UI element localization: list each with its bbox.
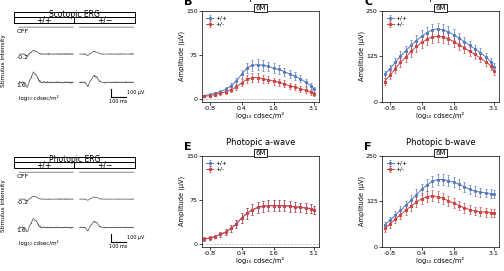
Bar	[75, 17, 135, 23]
Text: 100 ms: 100 ms	[109, 99, 128, 104]
Text: 6M: 6M	[255, 150, 266, 156]
Text: Photopic ERG: Photopic ERG	[49, 155, 100, 164]
Y-axis label: Amplitude (μV): Amplitude (μV)	[358, 176, 364, 226]
Bar	[14, 157, 135, 162]
Legend: +/+, +/-: +/+, +/-	[205, 159, 229, 174]
Legend: +/+, +/-: +/+, +/-	[385, 14, 409, 28]
Legend: +/+, +/-: +/+, +/-	[385, 159, 409, 174]
Text: -0.2: -0.2	[17, 200, 29, 205]
Text: +/−: +/−	[97, 161, 112, 170]
Text: +/+: +/+	[36, 15, 52, 25]
Y-axis label: Amplitude (μV): Amplitude (μV)	[358, 31, 364, 81]
Text: +/−: +/−	[97, 15, 112, 25]
Bar	[14, 12, 135, 17]
X-axis label: log₁₀ cdsec/m²: log₁₀ cdsec/m²	[236, 257, 284, 264]
Y-axis label: Amplitude (μV): Amplitude (μV)	[178, 31, 184, 81]
Title: Scotopic a-wave: Scotopic a-wave	[226, 0, 295, 2]
Title: Photopic b-wave: Photopic b-wave	[406, 138, 475, 147]
Text: +/+: +/+	[36, 161, 52, 170]
Text: E: E	[184, 142, 192, 152]
Text: B: B	[184, 0, 193, 7]
Text: 100 μV: 100 μV	[127, 235, 144, 240]
Text: 6M: 6M	[435, 5, 446, 11]
Title: Scotopic b-wave: Scotopic b-wave	[406, 0, 475, 2]
Text: Stimulus intensity: Stimulus intensity	[1, 179, 6, 232]
Text: -0.2: -0.2	[17, 55, 29, 60]
Bar	[75, 162, 135, 168]
X-axis label: log₁₀ cdsec/m²: log₁₀ cdsec/m²	[236, 112, 284, 119]
Text: F: F	[364, 142, 372, 152]
X-axis label: log₁₀ cdsec/m²: log₁₀ cdsec/m²	[416, 112, 465, 119]
Text: OFF: OFF	[17, 174, 29, 179]
Text: 1.6: 1.6	[17, 83, 26, 88]
Bar	[14, 162, 75, 168]
Text: 100 ms: 100 ms	[109, 244, 128, 249]
Text: OFF: OFF	[17, 29, 29, 34]
Text: Scotopic ERG: Scotopic ERG	[49, 10, 100, 19]
Text: Stimulus intensity: Stimulus intensity	[1, 34, 6, 87]
Text: C: C	[364, 0, 372, 7]
Text: 6M: 6M	[435, 150, 446, 156]
Text: 1.6: 1.6	[17, 228, 26, 233]
Legend: +/+, +/-: +/+, +/-	[205, 14, 229, 28]
Text: 100 μV: 100 μV	[127, 90, 144, 95]
Title: Photopic a-wave: Photopic a-wave	[226, 138, 295, 147]
Bar	[14, 17, 75, 23]
X-axis label: log₁₀ cdsec/m²: log₁₀ cdsec/m²	[416, 257, 465, 264]
Text: log₁₀ cdsec/m²: log₁₀ cdsec/m²	[19, 240, 59, 246]
Y-axis label: Amplitude (μV): Amplitude (μV)	[178, 176, 184, 226]
Text: 6M: 6M	[255, 5, 266, 11]
Text: log₁₀ cdsec/m²: log₁₀ cdsec/m²	[19, 95, 59, 101]
